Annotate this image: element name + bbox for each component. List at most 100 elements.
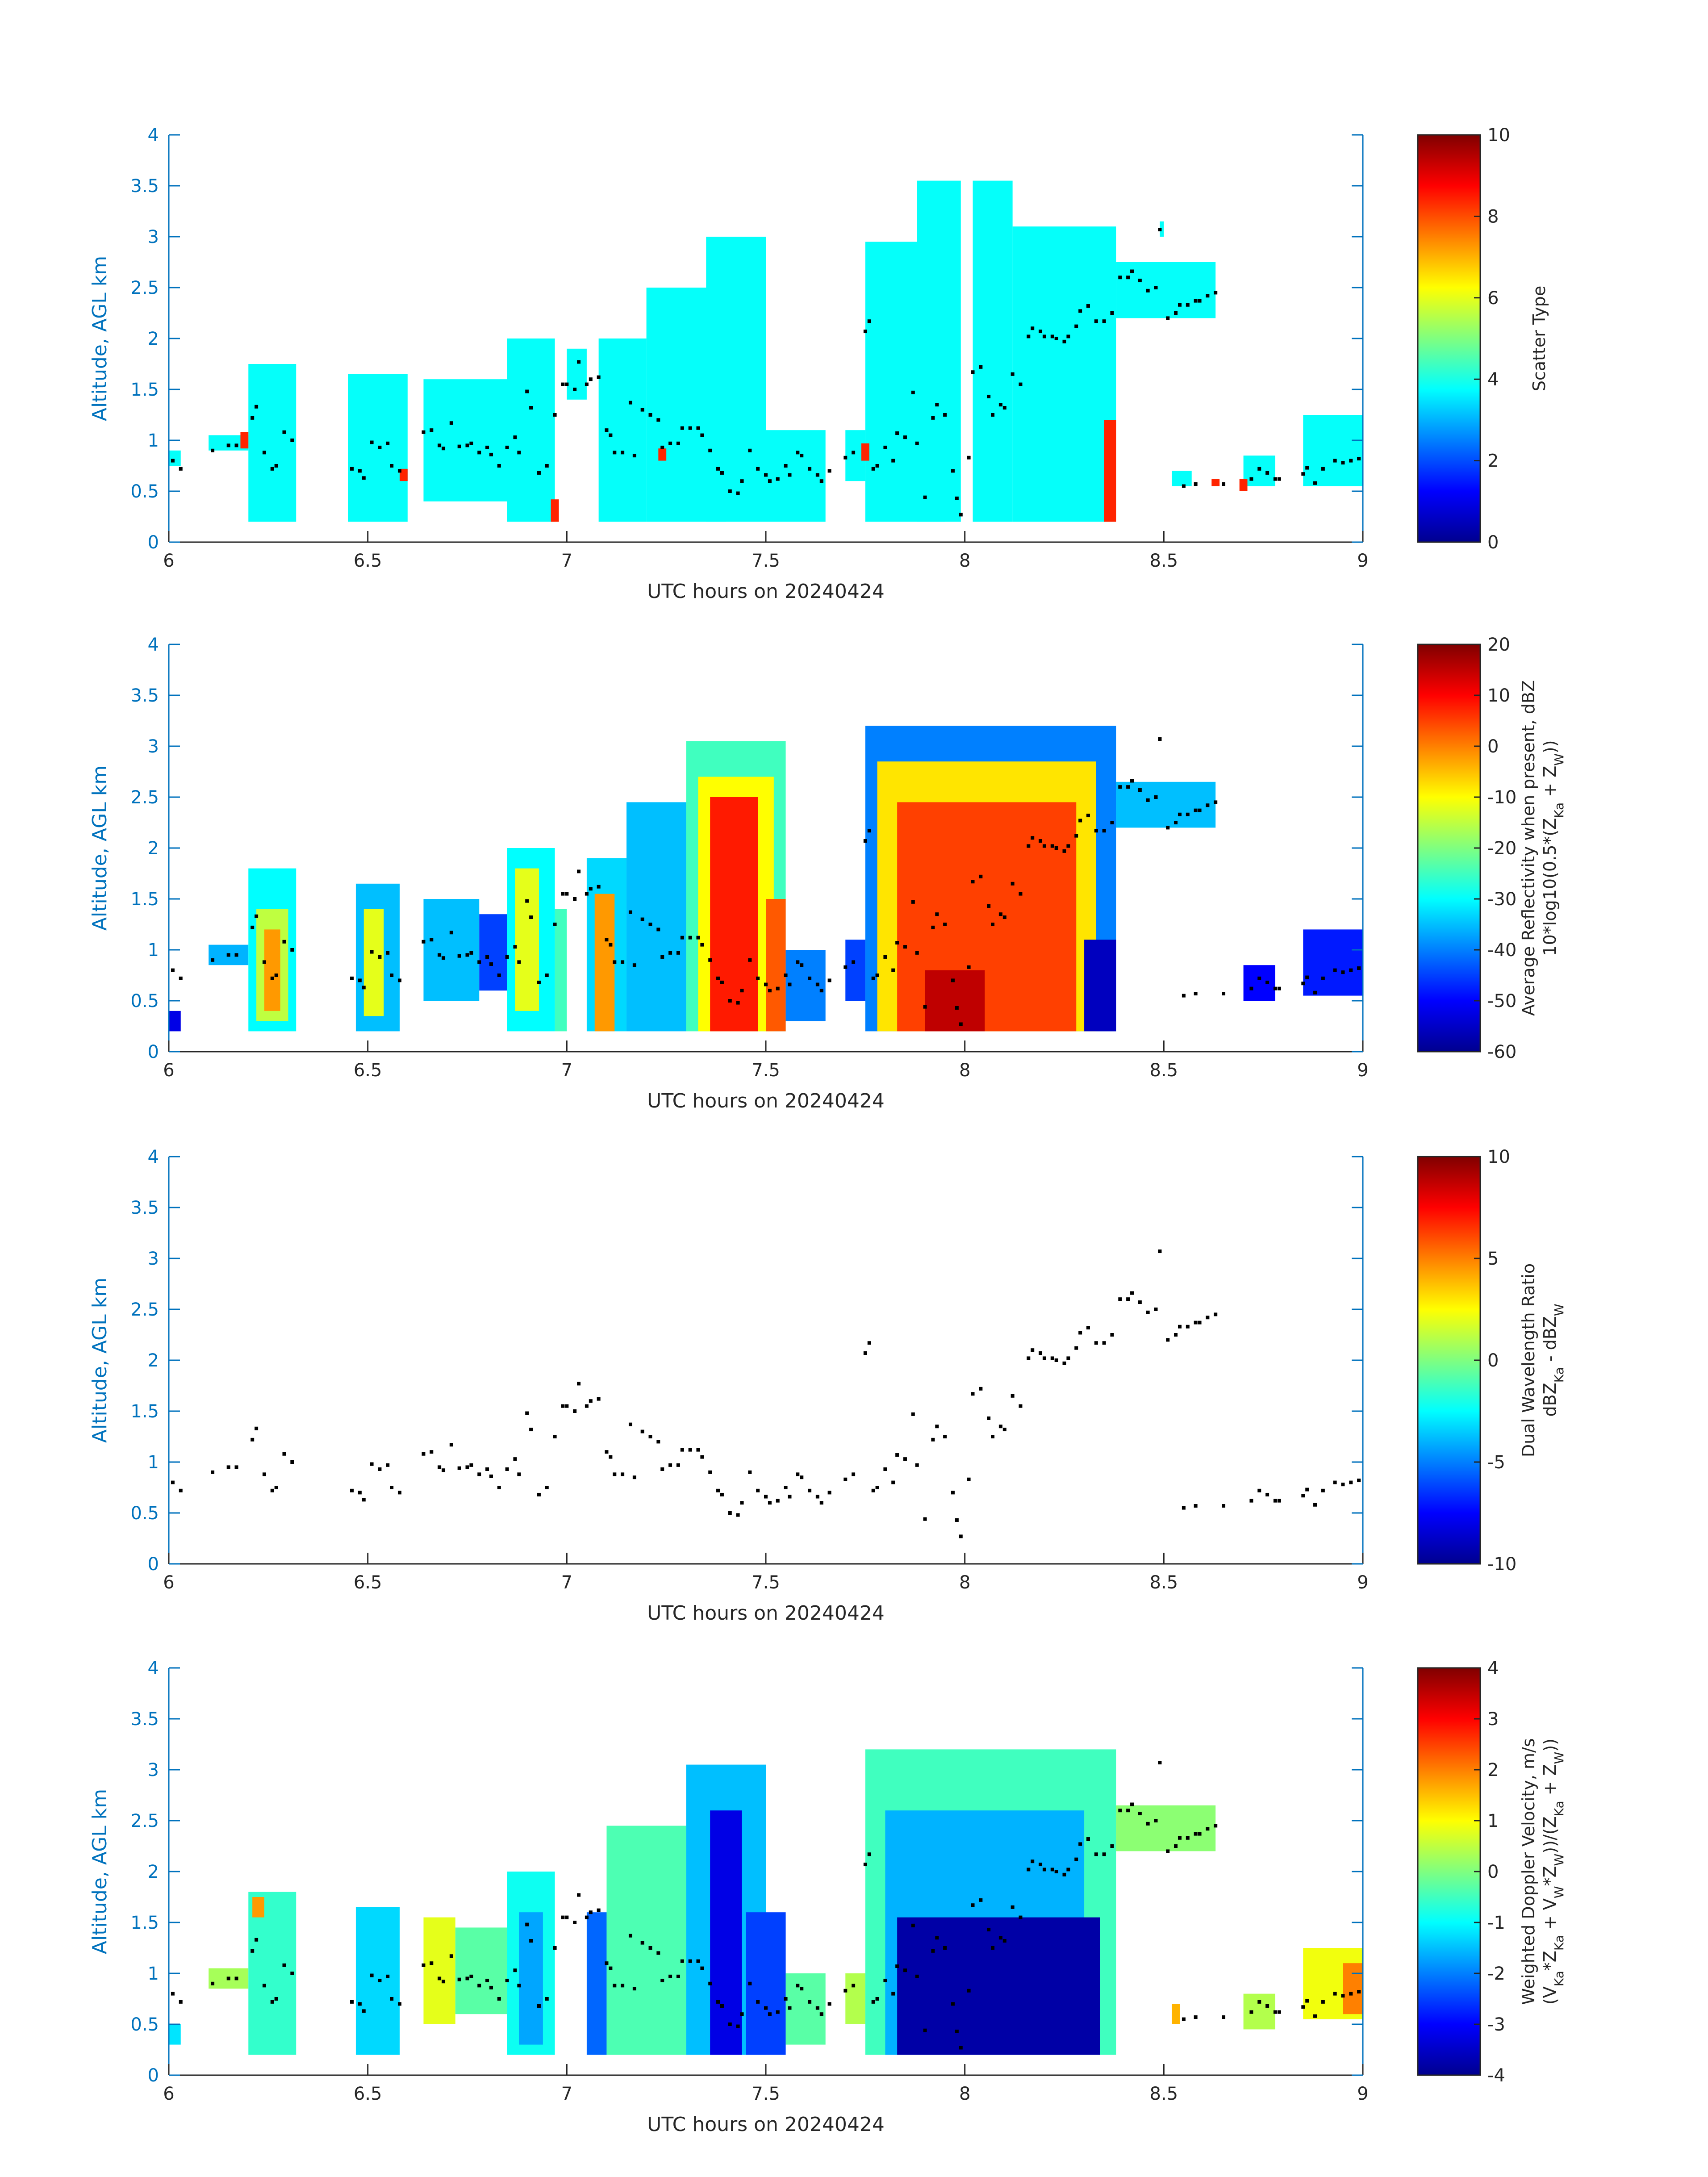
data-marker — [489, 1985, 493, 1989]
data-marker — [1305, 466, 1309, 470]
data-cell — [248, 364, 296, 522]
data-marker — [1357, 966, 1361, 970]
data-marker — [660, 1978, 664, 1982]
data-marker — [430, 1961, 434, 1965]
data-marker — [430, 1450, 434, 1454]
colorbar-label-segment: W — [1552, 1854, 1566, 1866]
data-marker — [565, 382, 569, 386]
data-cell — [766, 899, 786, 1032]
data-marker — [998, 912, 1002, 916]
data-marker — [251, 1437, 255, 1442]
data-marker — [1019, 382, 1023, 386]
y-tick-label: 0 — [148, 532, 159, 553]
data-marker — [883, 955, 887, 959]
data-marker — [656, 1440, 660, 1444]
data-marker — [827, 1491, 831, 1495]
data-marker — [1146, 1822, 1150, 1826]
data-marker — [748, 958, 752, 962]
data-cell — [845, 1973, 865, 2024]
data-marker — [577, 360, 581, 364]
data-marker — [1273, 986, 1277, 990]
data-marker — [577, 869, 581, 873]
x-tick-label: 6 — [163, 1060, 174, 1081]
data-marker — [1118, 785, 1122, 789]
data-marker — [943, 923, 947, 926]
data-marker — [1198, 299, 1202, 303]
data-marker — [1066, 844, 1070, 848]
colorbar-label-segment: Ka — [1552, 1935, 1566, 1951]
x-tick-label: 6.5 — [354, 2084, 382, 2104]
data-cell — [706, 237, 766, 522]
data-marker — [430, 938, 434, 942]
x-tick-label: 6.5 — [354, 1060, 382, 1081]
data-marker — [827, 978, 831, 982]
data-marker — [585, 892, 589, 896]
data-marker — [621, 960, 625, 964]
data-cell — [507, 338, 555, 522]
data-marker — [378, 1467, 382, 1471]
y-tick-label: 0.5 — [130, 1503, 159, 1524]
data-marker — [979, 874, 983, 878]
data-marker — [891, 968, 895, 972]
data-marker — [1118, 1809, 1122, 1813]
data-marker — [1166, 826, 1170, 830]
data-marker — [1357, 1990, 1361, 1994]
data-marker — [282, 940, 286, 944]
data-marker — [613, 960, 617, 964]
panel-2: 6 6.5 7 7.5 8 8.5 9 0 0.5 1 1.5 2 2.5 3 3.5 4 UTC hours … — [88, 635, 1566, 1112]
data-cell — [766, 430, 826, 522]
y-tick-label: 1.5 — [130, 380, 159, 400]
data-marker — [1194, 1832, 1198, 1836]
y-tick-label: 2 — [148, 838, 159, 859]
data-marker — [1039, 839, 1043, 843]
data-marker — [883, 1467, 887, 1471]
data-marker — [1130, 269, 1134, 273]
data-marker — [477, 1984, 481, 1988]
data-marker — [621, 451, 625, 455]
colorbar-tick-label: 2 — [1487, 451, 1499, 472]
data-marker — [262, 1984, 266, 1988]
colorbar-tick-label: 3 — [1487, 1709, 1499, 1730]
data-marker — [1050, 334, 1054, 338]
data-marker — [875, 464, 879, 468]
data-marker — [211, 1470, 215, 1474]
data-marker — [668, 441, 672, 445]
data-marker — [764, 2006, 768, 2010]
data-marker — [251, 925, 255, 929]
data-marker — [676, 1974, 680, 1978]
data-marker — [290, 1460, 294, 1464]
data-marker — [505, 1978, 509, 1982]
y-tick-label: 4 — [148, 125, 159, 146]
data-marker — [987, 1416, 991, 1420]
data-marker — [517, 451, 521, 455]
data-marker — [565, 1915, 569, 1919]
data-marker — [1066, 334, 1070, 338]
data-marker — [605, 1450, 609, 1454]
data-marker — [1174, 1333, 1178, 1337]
colorbar — [1417, 134, 1481, 543]
data-marker — [422, 940, 426, 944]
data-marker — [935, 1425, 939, 1429]
data-marker — [226, 953, 230, 957]
data-marker — [497, 1486, 501, 1489]
data-marker — [1186, 1325, 1190, 1329]
data-marker — [485, 955, 489, 959]
data-marker — [748, 448, 752, 452]
data-marker — [1301, 472, 1305, 476]
data-marker — [987, 1927, 991, 1931]
data-marker — [991, 1946, 995, 1950]
data-marker — [282, 430, 286, 434]
data-cell — [1211, 479, 1220, 486]
colorbar-label-line-1: Weighted Doppler Velocity, m/s — [1519, 1738, 1538, 2005]
data-marker — [1349, 1480, 1353, 1484]
data-marker — [915, 1974, 919, 1978]
data-marker — [827, 2002, 831, 2006]
y-tick-label: 4 — [148, 635, 159, 655]
data-marker — [756, 2000, 760, 2004]
y-tick-label: 0.5 — [130, 481, 159, 502]
data-marker — [800, 454, 804, 458]
data-marker — [764, 982, 768, 986]
data-marker — [788, 2006, 792, 2010]
data-marker — [605, 1961, 609, 1965]
data-marker — [489, 452, 493, 456]
